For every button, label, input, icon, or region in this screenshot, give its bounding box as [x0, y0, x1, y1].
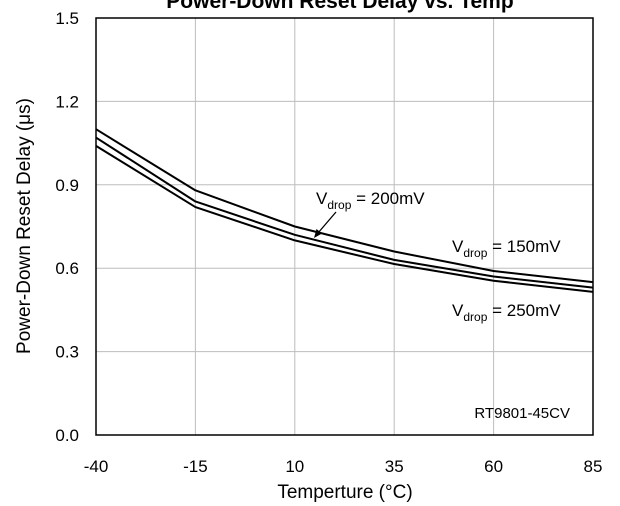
series-line-2: [95, 145, 594, 293]
y-tick-label: 1.5: [55, 9, 79, 28]
x-tick-labels: -40 -15 10 35 60 85: [84, 457, 603, 476]
x-tick-label: 10: [285, 457, 304, 476]
y-tick-label: 0.0: [55, 426, 79, 445]
plot-frame: [95, 17, 594, 436]
annotation-vdrop-200: Vdrop = 200mV: [316, 189, 425, 212]
y-tick-labels: 0.0 0.3 0.6 0.9 1.2 1.5: [55, 9, 79, 445]
part-number-note: RT9801-45CV: [474, 405, 570, 422]
grid-lines: [96, 18, 593, 435]
x-tick-label: 85: [584, 457, 603, 476]
series-line-0: [95, 128, 594, 284]
x-axis-title: Temperture (°C): [277, 482, 412, 503]
series-line-1: [95, 136, 594, 289]
annotation-vdrop-150: Vdrop = 150mV: [452, 237, 561, 260]
y-tick-label: 0.6: [55, 259, 79, 278]
y-tick-label: 0.3: [55, 343, 79, 362]
y-tick-label: 1.2: [55, 92, 79, 111]
x-tick-label: -40: [84, 457, 109, 476]
annotation-vdrop-250: Vdrop = 250mV: [452, 301, 561, 324]
chart-title: Power-Down Reset Delay vs. Temp: [166, 0, 513, 13]
series-group: [95, 128, 594, 293]
annotation-arrow: [314, 211, 337, 238]
x-tick-label: -15: [183, 457, 208, 476]
x-tick-label: 60: [484, 457, 503, 476]
x-tick-label: 35: [385, 457, 404, 476]
y-axis-title: Power-Down Reset Delay (μs): [14, 98, 35, 354]
y-tick-label: 0.9: [55, 176, 79, 195]
